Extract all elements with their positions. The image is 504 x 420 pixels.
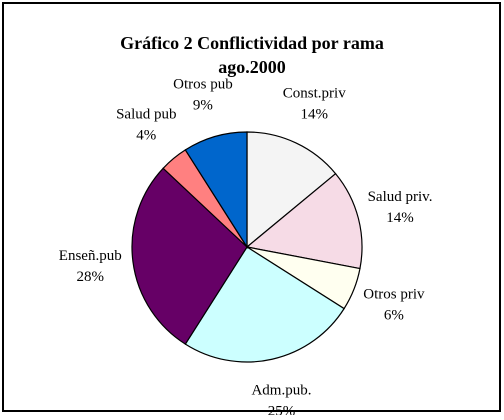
value-label: 4%: [136, 128, 156, 144]
value-label: 9%: [193, 98, 213, 114]
slice-label: Otros pub: [173, 77, 233, 93]
slice-label: Enseñ.pub: [59, 248, 122, 264]
pie-slice: [246, 131, 337, 249]
value-label: 14%: [386, 210, 414, 226]
value-label: 6%: [384, 308, 404, 324]
value-label: 28%: [76, 269, 104, 285]
slice-label: Salud pub: [116, 107, 176, 123]
pie-slice: [184, 246, 345, 363]
chart-subtitle: ago.2000: [218, 57, 286, 77]
value-label: 25%: [268, 404, 296, 415]
pie-slice: [245, 172, 363, 270]
slice-label: Salud priv.: [368, 189, 433, 205]
value-label: 14%: [301, 106, 329, 122]
pie-slice: [131, 167, 248, 345]
pie-slice: [184, 131, 248, 250]
slice-label: Const.priv: [283, 85, 346, 101]
chart-title: Gráfico 2 Conflictividad por rama: [120, 33, 384, 53]
slice-label: Otros priv: [363, 287, 425, 303]
slice-label: Adm.pub.: [251, 383, 311, 399]
